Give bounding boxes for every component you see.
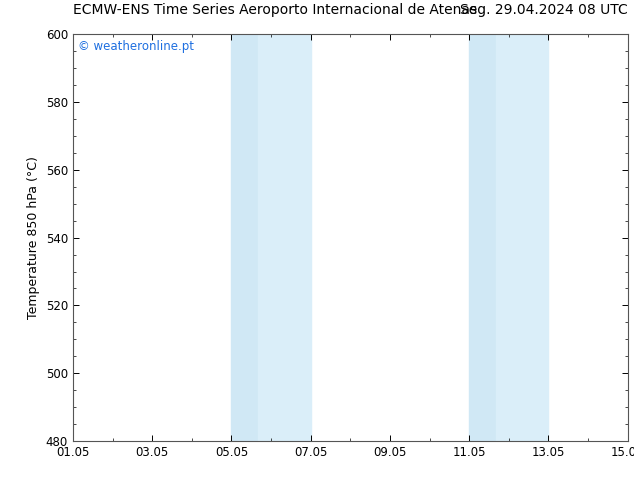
Y-axis label: Temperature 850 hPa (°C): Temperature 850 hPa (°C) (27, 156, 40, 319)
Bar (469, 34, 496, 441)
Bar (231, 34, 258, 441)
Bar (496, 34, 548, 441)
Text: © weatheronline.pt: © weatheronline.pt (79, 40, 195, 53)
Bar (258, 34, 311, 441)
Text: ECMW-ENS Time Series Aeroporto Internacional de Atenas: ECMW-ENS Time Series Aeroporto Internaci… (73, 3, 477, 17)
Text: Seg. 29.04.2024 08 UTC: Seg. 29.04.2024 08 UTC (460, 3, 628, 17)
